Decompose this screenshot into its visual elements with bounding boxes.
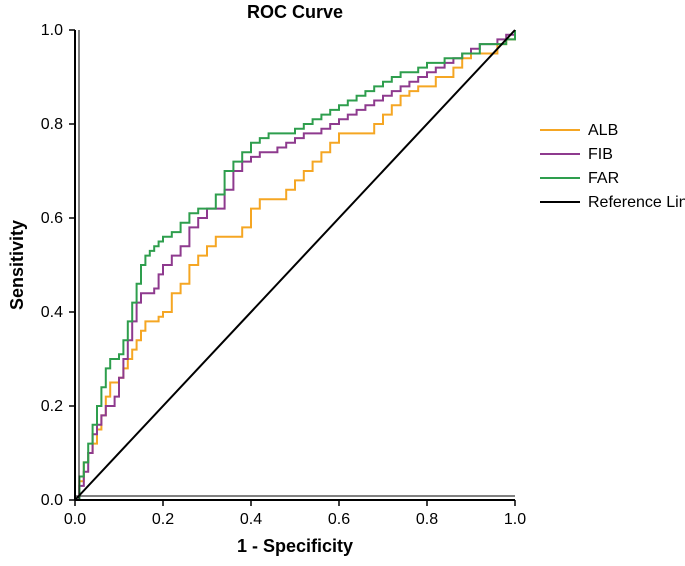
- chart-bg: [0, 0, 685, 566]
- legend-label-far: FAR: [588, 170, 619, 187]
- x-axis-label: 1 - Specificity: [237, 536, 353, 556]
- x-tick-label: 0.0: [64, 511, 86, 528]
- x-tick-label: 0.2: [152, 511, 174, 528]
- x-tick-label: 0.6: [328, 511, 350, 528]
- y-tick-label: 0.4: [41, 304, 63, 321]
- roc-chart-svg: ROC Curve 0.0 0.2 0.4 0.6 0.8 1.0 0.0 0.2 0.4 0.6 0…: [0, 0, 685, 566]
- y-tick-label: 0.8: [41, 116, 63, 133]
- legend-label-fib: FIB: [588, 146, 613, 163]
- chart-title: ROC Curve: [247, 2, 343, 22]
- legend-label-alb: ALB: [588, 122, 618, 139]
- y-axis-label: Sensitivity: [7, 220, 27, 310]
- x-tick-label: 0.4: [240, 511, 262, 528]
- y-tick-label: 1.0: [41, 22, 63, 39]
- legend-label-reference-line: Reference Line: [588, 194, 685, 211]
- y-tick-label: 0.6: [41, 210, 63, 227]
- x-tick-label: 1.0: [504, 511, 526, 528]
- y-tick-label: 0.2: [41, 398, 63, 415]
- roc-chart-container: ROC Curve 0.0 0.2 0.4 0.6 0.8 1.0 0.0 0.2 0.4 0.6 0…: [0, 0, 685, 566]
- y-tick-label: 0.0: [41, 492, 63, 509]
- x-tick-label: 0.8: [416, 511, 438, 528]
